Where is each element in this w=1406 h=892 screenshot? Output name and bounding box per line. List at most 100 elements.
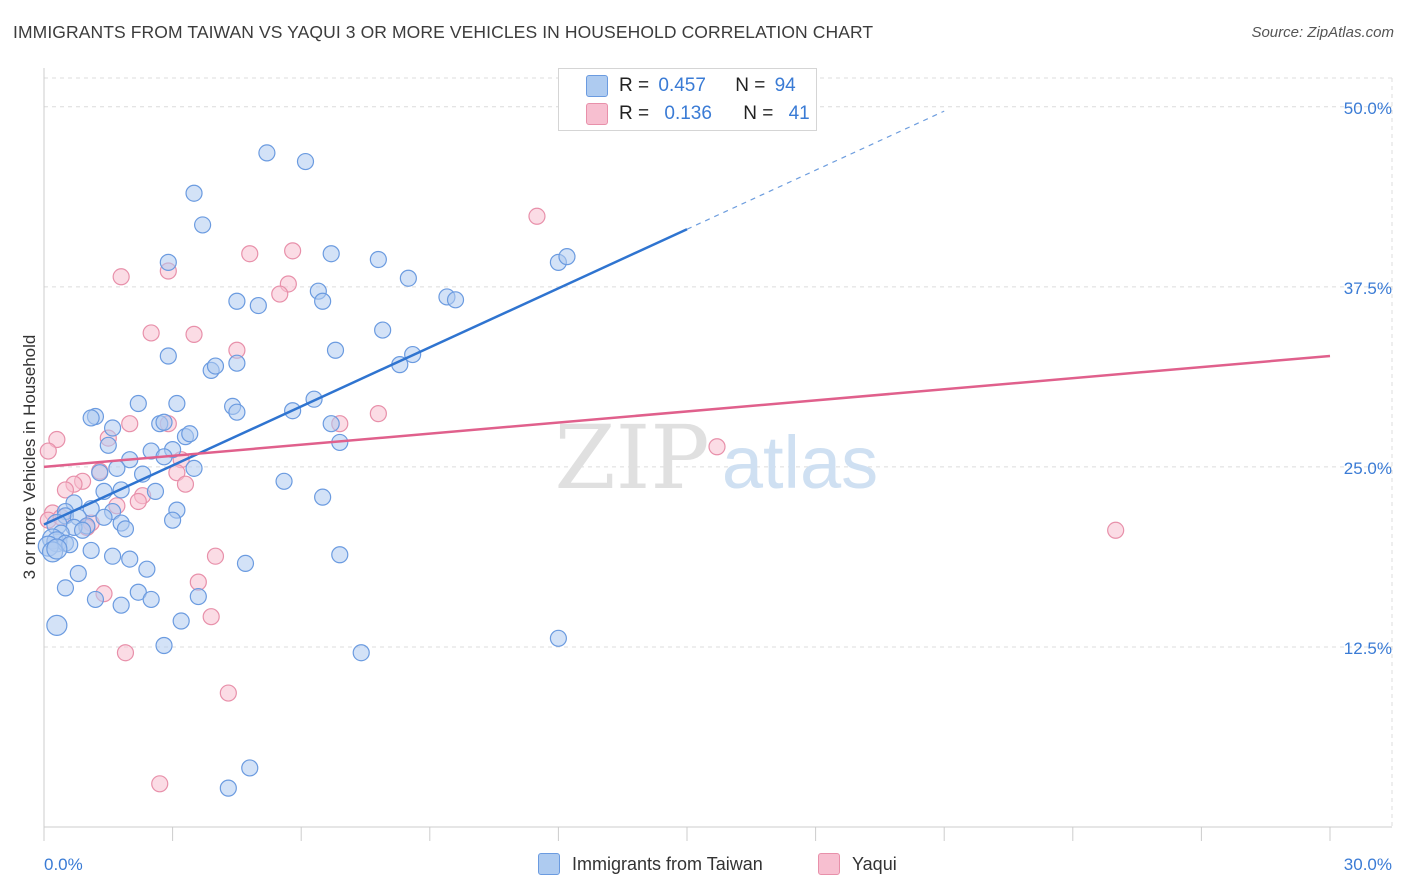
point-taiwan: [116, 520, 135, 538]
point-yaqui: [142, 324, 160, 342]
point-taiwan: [142, 590, 160, 609]
legend-r-label: R =: [619, 103, 650, 124]
point-taiwan: [228, 354, 246, 372]
point-taiwan: [549, 629, 568, 647]
series-taiwan-points: [37, 144, 576, 797]
y-tick-label: 25.0%: [1344, 459, 1392, 478]
point-taiwan: [56, 579, 75, 597]
point-yaqui: [202, 608, 220, 626]
point-taiwan: [172, 612, 190, 630]
point-yaqui: [241, 245, 259, 263]
bottom-legend-swatch-taiwan: [538, 853, 560, 875]
point-taiwan: [91, 464, 109, 482]
point-taiwan: [296, 152, 315, 171]
bottom-legend-taiwan: Immigrants from Taiwan: [538, 852, 763, 876]
point-taiwan: [206, 357, 225, 375]
point-yaqui: [185, 325, 203, 343]
bottom-legend-label-taiwan: Immigrants from Taiwan: [572, 853, 763, 874]
point-taiwan: [46, 614, 68, 636]
point-yaqui: [151, 775, 169, 793]
point-taiwan: [326, 341, 345, 359]
legend-swatch-taiwan: [586, 75, 608, 97]
point-taiwan: [95, 508, 113, 526]
point-yaqui: [369, 405, 387, 423]
point-taiwan: [258, 144, 276, 162]
point-taiwan: [121, 550, 139, 568]
watermark-zip: ZIP: [554, 406, 709, 509]
point-taiwan: [194, 216, 212, 234]
bottom-legend-label-yaqui: Yaqui: [852, 853, 897, 874]
legend-n-value-yaqui: 41: [788, 103, 810, 124]
point-taiwan: [369, 250, 387, 269]
point-taiwan: [374, 321, 392, 339]
point-yaqui: [1107, 521, 1125, 539]
x-tick-label-max: 30.0%: [1344, 855, 1392, 874]
point-taiwan: [129, 394, 147, 413]
point-taiwan: [446, 291, 465, 309]
legend-r-label: R =: [619, 75, 650, 96]
point-taiwan: [103, 547, 122, 565]
point-taiwan: [399, 269, 417, 287]
point-yaqui: [39, 442, 57, 460]
point-taiwan: [138, 560, 156, 578]
point-yaqui: [116, 644, 135, 662]
point-taiwan: [159, 347, 177, 365]
point-taiwan: [168, 394, 186, 413]
point-taiwan: [352, 644, 370, 662]
point-yaqui: [56, 481, 75, 499]
point-yaqui: [121, 415, 139, 433]
point-yaqui: [48, 430, 66, 449]
point-taiwan: [159, 253, 177, 271]
source-note: Source: ZipAtlas.com: [1251, 24, 1394, 41]
point-taiwan: [103, 419, 122, 437]
legend-n-label: N =: [743, 103, 774, 124]
point-taiwan: [558, 248, 576, 266]
chart-title: IMMIGRANTS FROM TAIWAN VS YAQUI 3 OR MOR…: [13, 22, 874, 42]
point-taiwan: [164, 511, 182, 529]
point-yaqui: [189, 573, 207, 591]
point-taiwan: [129, 583, 147, 601]
point-taiwan: [275, 472, 293, 490]
point-taiwan: [236, 554, 255, 573]
point-taiwan: [314, 292, 332, 310]
bottom-legend-swatch-yaqui: [818, 853, 840, 875]
point-taiwan: [112, 596, 130, 614]
point-taiwan: [69, 564, 87, 583]
point-taiwan: [155, 413, 173, 431]
point-taiwan: [146, 482, 165, 500]
legend-r-value-yaqui: 0.136: [664, 103, 712, 124]
legend-n-value-taiwan: 94: [774, 75, 796, 96]
point-yaqui: [219, 684, 237, 702]
point-yaqui: [112, 268, 130, 286]
legend-n-label: N =: [735, 75, 766, 96]
point-yaqui: [129, 492, 147, 511]
point-taiwan: [322, 245, 340, 263]
point-yaqui: [271, 285, 289, 303]
legend-swatch-yaqui: [586, 103, 608, 125]
point-taiwan: [155, 636, 173, 655]
correlation-legend: R = 0.457 N = 94 R = 0.136 N = 41: [558, 68, 817, 131]
y-tick-label: 50.0%: [1344, 99, 1392, 118]
point-taiwan: [82, 541, 100, 560]
point-taiwan: [99, 436, 117, 454]
point-taiwan: [228, 403, 246, 421]
point-yaqui: [708, 438, 726, 456]
point-taiwan: [249, 296, 267, 315]
legend-r-value-taiwan: 0.457: [658, 75, 706, 96]
point-yaqui: [206, 547, 225, 565]
y-tick-label: 37.5%: [1344, 279, 1392, 298]
point-taiwan: [185, 184, 203, 202]
y-tick-label: 12.5%: [1344, 639, 1392, 658]
point-taiwan: [241, 759, 259, 777]
watermark-atlas: atlas: [722, 421, 878, 504]
point-taiwan: [219, 779, 237, 797]
trend-lines: [43, 110, 1331, 526]
point-taiwan: [86, 590, 105, 609]
point-taiwan: [189, 587, 207, 606]
point-taiwan: [185, 459, 203, 477]
trend-line-taiwan-extension: [686, 110, 945, 230]
point-yaqui: [528, 207, 546, 225]
x-tick-label-min: 0.0%: [44, 855, 83, 874]
point-taiwan: [82, 409, 100, 427]
